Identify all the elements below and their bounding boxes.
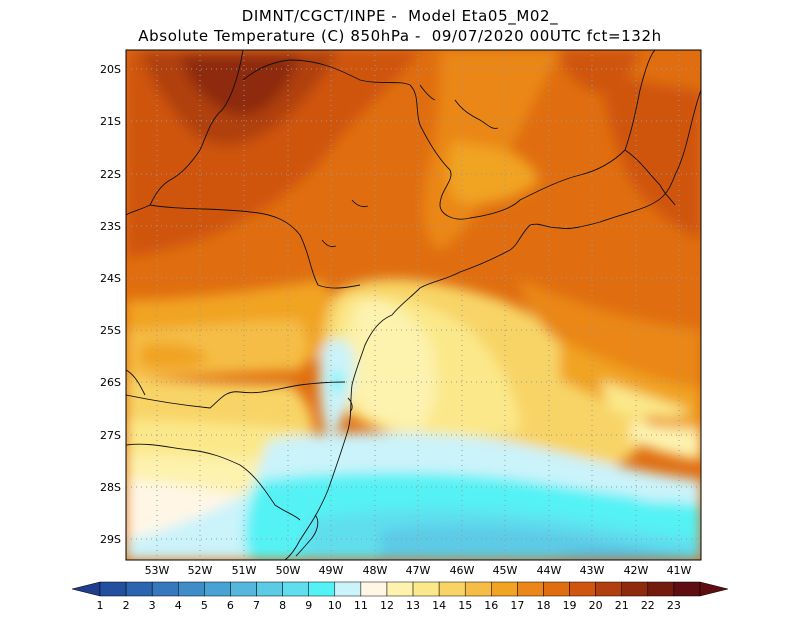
colorbar-segment <box>621 581 649 597</box>
temperature-field <box>126 50 701 560</box>
colorbar-label: 9 <box>305 599 312 612</box>
colorbar-segment <box>360 581 388 597</box>
reservoir-4 <box>419 84 436 101</box>
colorbar-segment <box>99 581 127 597</box>
state-border-es <box>624 149 676 206</box>
lat-label-23s: 23S <box>100 220 121 233</box>
colorbar-label: 12 <box>380 599 394 612</box>
colorbar-label: 2 <box>123 599 130 612</box>
colorbar-arrow-high <box>699 581 729 597</box>
lagoon <box>295 514 319 557</box>
colorbar-label: 23 <box>667 599 681 612</box>
colorbar-label: 5 <box>201 599 208 612</box>
title-line-1: DIMNT/CGCT/INPE - Model Eta05_M02_ <box>241 7 559 25</box>
colorbar-segment <box>230 581 257 597</box>
colorbar-segment <box>256 581 283 597</box>
colorbar-segment <box>282 581 309 597</box>
lon-label-44w: 44W <box>537 564 562 577</box>
reservoir-1 <box>351 199 369 208</box>
colorbar-label: 8 <box>279 599 286 612</box>
lon-label-43w: 43W <box>580 564 605 577</box>
lon-label-41w: 41W <box>667 564 692 577</box>
colorbar-label: 7 <box>253 599 260 612</box>
lat-label-26s: 26S <box>100 376 121 389</box>
colorbar-segment <box>491 581 518 597</box>
colorbar-segment <box>595 581 622 597</box>
colorbar-label: 3 <box>149 599 156 612</box>
lon-label-47w: 47W <box>406 564 431 577</box>
coastline <box>284 89 701 560</box>
colorbar-arrow-low <box>71 581 101 597</box>
colorbar-segment <box>178 581 205 597</box>
colorbar-label: 18 <box>536 599 550 612</box>
colorbar-label: 17 <box>510 599 524 612</box>
lat-label-28s: 28S <box>100 481 121 494</box>
colorbar-label: 1 <box>97 599 104 612</box>
colorbar-segment <box>569 581 596 597</box>
colorbar-segment <box>543 581 570 597</box>
lat-label-24s: 24S <box>100 272 121 285</box>
colorbar-segment <box>412 581 440 597</box>
colorbar-segment <box>334 581 362 597</box>
map-title: DIMNT/CGCT/INPE - Model Eta05_M02_ Absol… <box>0 6 800 46</box>
colorbar-label: 19 <box>563 599 577 612</box>
reservoir-2 <box>321 239 337 248</box>
colorbar-segment <box>464 581 492 597</box>
colorbar-label: 10 <box>328 599 342 612</box>
reservoir-3 <box>454 99 499 129</box>
colorbar-label: 6 <box>227 599 234 612</box>
map-frame <box>125 49 702 561</box>
colorbar-label: 14 <box>432 599 446 612</box>
colorbar-label: 4 <box>175 599 182 612</box>
island-coast <box>347 397 353 413</box>
colorbar-label: 11 <box>354 599 368 612</box>
lon-label-50w: 50W <box>276 564 301 577</box>
graticule <box>126 50 701 560</box>
lat-label-20s: 20S <box>100 63 121 76</box>
colorbar-segment <box>647 581 675 597</box>
title-line-2: Absolute Temperature (C) 850hPa - 09/07/… <box>138 27 662 45</box>
lat-label-22s: 22S <box>100 168 121 181</box>
colorbar-segment <box>438 581 466 597</box>
colorbar-segment <box>308 581 336 597</box>
colorbar-label: 22 <box>641 599 655 612</box>
colorbar: 1 2 3 4 5 6 7 8 9 10 11 12 13 14 15 16 17 18 19 20 21 22 23 <box>71 581 729 612</box>
state-border-sp-pr <box>149 204 361 289</box>
lat-label-29s: 29S <box>100 533 121 546</box>
colorbar-label: 21 <box>615 599 629 612</box>
state-border-pr-sc <box>126 381 346 409</box>
colorbar-label: 20 <box>589 599 603 612</box>
colorbar-segment <box>386 581 414 597</box>
lon-label-48w: 48W <box>363 564 388 577</box>
colorbar-segment <box>673 581 701 597</box>
colorbar-segment <box>517 581 544 597</box>
state-border-sp-mg <box>242 59 521 220</box>
colorbar-label: 13 <box>406 599 420 612</box>
lon-label-42w: 42W <box>624 564 649 577</box>
lon-label-53w: 53W <box>145 564 170 577</box>
state-border-far-west <box>126 369 146 396</box>
state-border-mg-rj <box>519 50 656 201</box>
state-border-west <box>126 50 244 216</box>
lon-label-52w: 52W <box>188 564 213 577</box>
colorbar-label: 15 <box>458 599 472 612</box>
lat-labels: 20S 21S 22S 23S 24S 25S 26S 27S 28S 29S <box>100 63 121 546</box>
lon-label-45w: 45W <box>493 564 518 577</box>
lon-label-49w: 49W <box>319 564 344 577</box>
colorbar-label: 16 <box>484 599 498 612</box>
lat-label-21s: 21S <box>100 115 121 128</box>
colorbar-segment <box>151 581 179 597</box>
lon-labels: 53W 52W 51W 50W 49W 48W 47W 46W 45W 44W … <box>145 564 692 577</box>
colorbar-segment <box>125 581 153 597</box>
lat-label-25s: 25S <box>100 324 121 337</box>
lat-label-27s: 27S <box>100 429 121 442</box>
borders <box>126 50 701 560</box>
colorbar-segment <box>204 581 231 597</box>
lon-label-46w: 46W <box>450 564 475 577</box>
lon-label-51w: 51W <box>232 564 257 577</box>
state-border-sc-rs <box>126 443 301 521</box>
